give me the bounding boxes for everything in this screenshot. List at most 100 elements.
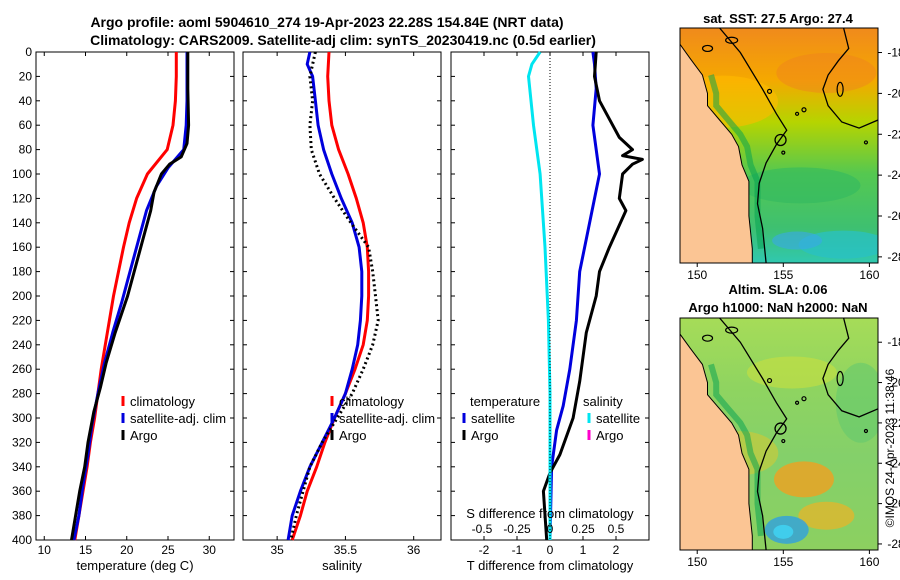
lon-tick-label: 155 [773, 555, 793, 569]
x-tick-label: 30 [203, 543, 217, 557]
island-outline [836, 370, 844, 387]
legend-entry: Argo [339, 428, 366, 443]
x-tick-label: 1 [580, 543, 587, 557]
imos-watermark: ©IMOS 24-Apr-2023 11:38:46 [883, 368, 897, 527]
legend-entry: climatology [339, 394, 405, 409]
island-outline [701, 44, 714, 53]
sst-map: sat. SST: 27.5 Argo: 27.4 -18 -20 -22 -24 -2… [679, 11, 900, 282]
lat-tick-label: -28 [887, 250, 900, 264]
depth-tick-label: 320 [12, 435, 32, 449]
lon-tick-label: 155 [773, 268, 793, 282]
x-tick-label: 25 [161, 543, 175, 557]
lat-tick-label: -22 [887, 416, 900, 430]
depth-tick-label: 180 [12, 265, 32, 279]
salinity-diff-tick-label: -0.25 [503, 522, 531, 536]
sla-map: Altim. SLA: 0.06 Argo h1000: NaN h2000: … [679, 282, 900, 569]
lat-tick-label: -20 [887, 376, 900, 390]
legend-entry: satellite [596, 411, 640, 426]
island-outline [766, 88, 773, 94]
depth-tick-label: 200 [12, 289, 32, 303]
lat-tick-label: -24 [887, 456, 900, 470]
island-outline [725, 36, 739, 44]
series-line-argo [289, 51, 380, 541]
temperature-axes-box [35, 51, 235, 541]
depth-tick-label: 240 [12, 338, 32, 352]
depth-tick-label: 300 [12, 411, 32, 425]
legend-entry: satellite-adj. clim [130, 411, 226, 426]
legend-entry: satellite-adj. clim [339, 411, 435, 426]
x-tick-label: -2 [479, 543, 490, 557]
island-outline [801, 396, 807, 402]
salinity-diff-tick-label: 0.25 [571, 522, 595, 536]
island-outline [863, 140, 869, 145]
island-outline [725, 326, 739, 334]
series-line-satellite-adj-clim [72, 52, 189, 541]
salinity-axes-box [242, 51, 442, 541]
series-line-temperature-argo [541, 51, 644, 541]
lat-tick-label: -24 [887, 168, 900, 182]
depth-tick-label: 20 [19, 69, 33, 83]
difference-xlabel: T difference from climatology [467, 558, 634, 573]
argo-position-marker [774, 133, 787, 147]
sst-map-title: sat. SST: 27.5 Argo: 27.4 [703, 11, 854, 26]
depth-tick-label: 40 [19, 94, 33, 108]
x-tick-label: 36 [407, 543, 421, 557]
legend-heading-salinity: salinity [583, 394, 623, 409]
island-outline [794, 400, 800, 405]
lon-tick-label: 160 [859, 268, 879, 282]
x-tick-label: 35 [270, 543, 284, 557]
legend-entry: Argo [130, 428, 157, 443]
legend-entry: satellite [471, 411, 515, 426]
coastal-band [708, 363, 764, 537]
reef-contour [822, 28, 878, 129]
salinity-diff-tick-label: 0 [547, 522, 554, 536]
island-outline [781, 150, 786, 155]
x-tick-label: 0 [547, 543, 554, 557]
difference-top-xlabel: S difference from climatology [466, 506, 634, 521]
series-line-climatology [290, 51, 371, 541]
depth-tick-label: 120 [12, 191, 32, 205]
legend-entry: Argo [596, 428, 623, 443]
difference-profile-panel: -2 -1 0 1 2T difference from climatology temp… [450, 51, 650, 573]
depth-tick-label: 100 [12, 167, 32, 181]
lat-tick-label: -18 [887, 335, 900, 349]
island-outline [836, 81, 844, 97]
depth-tick-label: 60 [19, 118, 33, 132]
lat-tick-label: -28 [887, 537, 900, 551]
depth-tick-label: 340 [12, 460, 32, 474]
depth-tick-label: 280 [12, 387, 32, 401]
island-outline [863, 428, 869, 434]
sst_map-field [680, 28, 878, 263]
salinity-diff-tick-label: -0.5 [472, 522, 493, 536]
land-mass [680, 318, 753, 550]
depth-tick-label: 0 [25, 45, 32, 59]
island-outline [801, 107, 807, 113]
series-line-argo [70, 52, 191, 541]
x-tick-label: 35.5 [334, 543, 358, 557]
depth-tick-label: 380 [12, 509, 32, 523]
lat-tick-label: -20 [887, 86, 900, 100]
legend-entry: Argo [471, 428, 498, 443]
x-tick-label: -1 [512, 543, 523, 557]
depth-tick-label: 160 [12, 240, 32, 254]
lon-tick-label: 150 [687, 555, 707, 569]
legend-entry: climatology [130, 394, 196, 409]
island-outline [781, 438, 786, 444]
sla-map-title-2: Argo h1000: NaN h2000: NaN [688, 300, 867, 315]
lat-tick-label: -22 [887, 127, 900, 141]
sla_map-field [680, 318, 878, 550]
salinity-profile-panel: 35 35.5 36 salinity climatology satellite-adj… [242, 51, 442, 573]
sla-map-title-1: Altim. SLA: 0.06 [729, 282, 828, 297]
land-mass [680, 28, 753, 263]
depth-tick-label: 140 [12, 216, 32, 230]
x-tick-label: 2 [613, 543, 620, 557]
title-line-2: Climatology: CARS2009. Satellite-adj cli… [90, 32, 596, 48]
salinity-xlabel: salinity [322, 558, 362, 573]
island-outline [701, 334, 714, 342]
x-tick-label: 10 [38, 543, 52, 557]
temperature-xlabel: temperature (deg C) [76, 558, 193, 573]
reef-contour [822, 318, 878, 418]
depth-tick-label: 360 [12, 484, 32, 498]
x-tick-label: 15 [79, 543, 93, 557]
